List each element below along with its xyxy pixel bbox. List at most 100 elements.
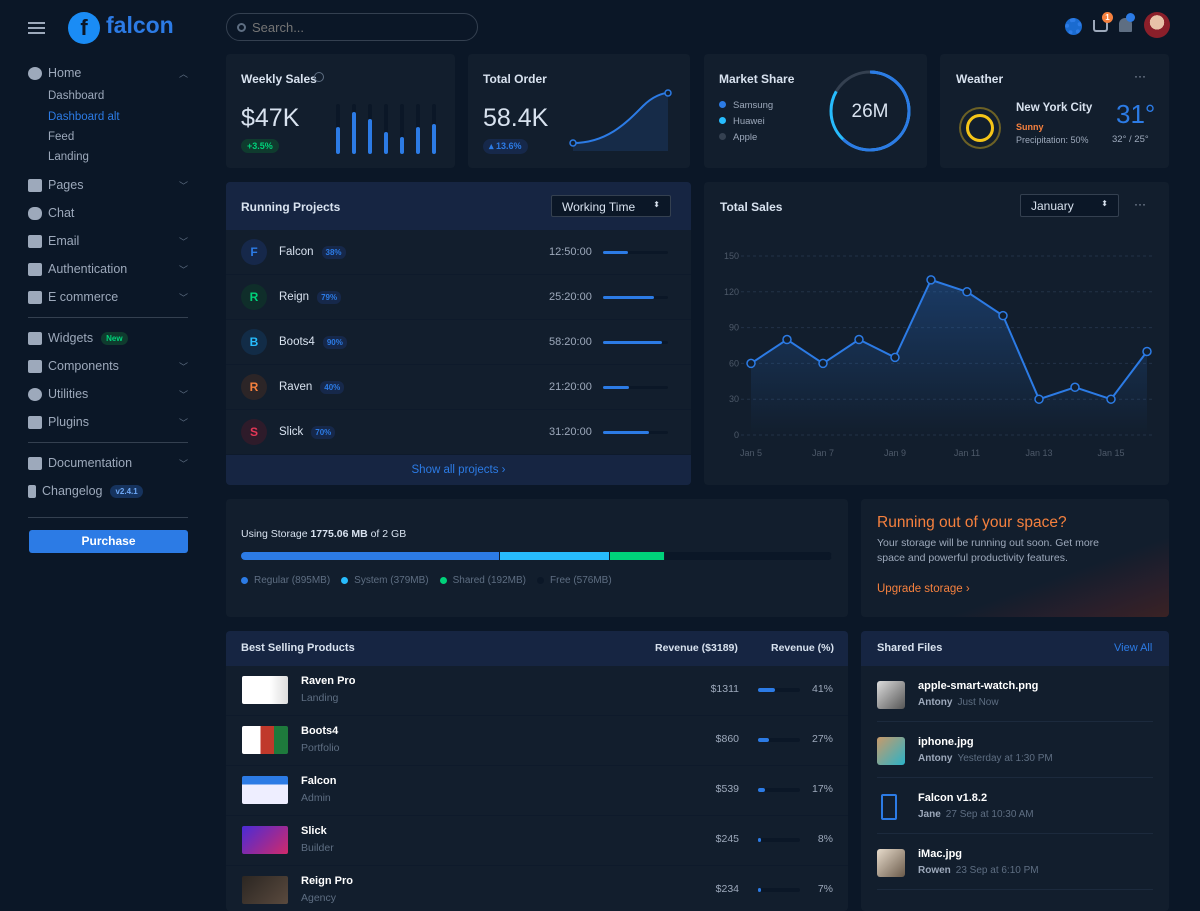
sales-data-point[interactable]: [746, 358, 756, 369]
project-name[interactable]: Slick: [279, 426, 304, 438]
file-name[interactable]: iphone.jpg: [918, 736, 974, 748]
file-row[interactable]: iphone.jpg Antony Yesterday at 1:30 PM: [877, 722, 1153, 778]
project-name[interactable]: Reign: [279, 291, 310, 303]
product-row[interactable]: Reign Pro Agency $234 7%: [226, 866, 848, 911]
storage-text: Using Storage: [241, 528, 308, 540]
project-time: 31:20:00: [549, 426, 592, 438]
sidebar-sub-dashboard-alt[interactable]: Dashboard alt: [48, 111, 120, 123]
sales-data-point[interactable]: [1070, 382, 1080, 393]
project-row[interactable]: R Raven 40% 21:20:00: [226, 365, 691, 410]
column-header-revenue[interactable]: Revenue ($3189): [655, 642, 738, 654]
brand-name[interactable]: falcon: [106, 12, 174, 38]
total-sales-card: Total Sales January ⬍ ··· 0 30 60 90 120 150 Ja…: [704, 182, 1169, 485]
gear-icon[interactable]: [1065, 18, 1082, 35]
running-projects-card: Running Projects Working Time ⬍ F Falcon 38…: [226, 182, 691, 485]
file-user: Antony: [918, 753, 953, 764]
menu-toggle-icon[interactable]: [28, 22, 45, 34]
file-row[interactable]: apple-smart-watch.png Antony Just Now: [877, 666, 1153, 722]
product-name[interactable]: Slick: [301, 825, 327, 837]
project-row[interactable]: S Slick 70% 31:20:00: [226, 410, 691, 455]
file-name[interactable]: Falcon v1.8.2: [918, 792, 988, 804]
sidebar-item-changelog[interactable]: Changelog v2.4.1: [28, 480, 188, 502]
revenue-bar-fill: [758, 738, 770, 742]
sidebar-item-utilities[interactable]: Utilities ﹀: [28, 383, 188, 405]
sales-data-point[interactable]: [1142, 346, 1152, 357]
upgrade-storage-link[interactable]: Upgrade storage ›: [877, 583, 970, 595]
project-row[interactable]: F Falcon 38% 12:50:00: [226, 230, 691, 275]
product-row[interactable]: Falcon Admin $539 17%: [226, 766, 848, 816]
sales-data-point[interactable]: [962, 287, 972, 297]
project-row[interactable]: R Reign 79% 25:20:00: [226, 275, 691, 320]
product-name[interactable]: Boots4: [301, 725, 339, 737]
product-name[interactable]: Raven Pro: [301, 675, 356, 687]
sales-data-point[interactable]: [854, 334, 864, 345]
start-point: [569, 139, 577, 147]
month-select[interactable]: January ⬍: [1020, 194, 1119, 217]
legend-label: Shared (192MB): [452, 575, 526, 586]
cart-icon[interactable]: [1093, 20, 1108, 32]
envelope-icon: [28, 234, 42, 248]
user-avatar[interactable]: [1144, 12, 1170, 38]
sales-data-point[interactable]: [998, 310, 1008, 321]
weather-condition: Sunny: [1016, 122, 1044, 132]
sidebar-item-documentation[interactable]: Documentation ﹀: [28, 452, 188, 474]
sales-data-point[interactable]: [818, 358, 828, 369]
column-header-revenue-pct[interactable]: Revenue (%): [771, 642, 835, 654]
product-name[interactable]: Falcon: [301, 775, 337, 787]
sidebar-item-email[interactable]: Email ﹀: [28, 230, 188, 252]
file-name[interactable]: iMac.jpg: [918, 848, 963, 860]
product-name[interactable]: Reign Pro: [301, 875, 353, 887]
sales-data-point[interactable]: [1106, 394, 1116, 404]
project-name[interactable]: Falcon: [279, 246, 314, 258]
project-name[interactable]: Boots4: [279, 336, 315, 348]
file-row[interactable]: Falcon v1.8.2 Jane 27 Sep at 10:30 AM: [877, 778, 1153, 834]
sidebar-item-plugins[interactable]: Plugins ﹀: [28, 411, 188, 433]
file-row[interactable]: iMac.jpg Rowen 23 Sep at 6:10 PM: [877, 834, 1153, 890]
sidebar-item-pages[interactable]: Pages ﹀: [28, 174, 188, 196]
sales-data-point[interactable]: [926, 275, 936, 285]
project-avatar: R: [241, 284, 267, 310]
file-name[interactable]: apple-smart-watch.png: [918, 680, 1039, 692]
weekly-bar: [400, 136, 404, 154]
storage-label: Using Storage 1775.06 MB of 2 GB: [241, 528, 406, 540]
sidebar-sub-dashboard[interactable]: Dashboard: [48, 90, 105, 102]
sidebar-item-label: Widgets: [48, 331, 94, 345]
weekly-bar-track: [336, 104, 340, 154]
project-progress-bar: [603, 385, 668, 389]
sidebar-item-authentication[interactable]: Authentication ﹀: [28, 258, 188, 280]
sidebar-item-components[interactable]: Components ﹀: [28, 355, 188, 377]
show-all-projects-link[interactable]: Show all projects ›: [226, 455, 691, 485]
sidebar-sub-landing[interactable]: Landing: [48, 151, 89, 163]
sidebar-sub-feed[interactable]: Feed: [48, 131, 75, 143]
sales-data-point[interactable]: [782, 334, 792, 345]
weekly-bar-track: [416, 104, 420, 154]
sales-data-point[interactable]: [890, 352, 900, 363]
cart-count-badge: 1: [1102, 12, 1113, 23]
working-time-select[interactable]: Working Time ⬍: [551, 195, 671, 217]
sidebar-item-chat[interactable]: Chat: [28, 202, 188, 224]
product-row[interactable]: Raven Pro Landing $1311 41%: [226, 666, 848, 716]
purchase-button[interactable]: Purchase: [29, 530, 188, 553]
sidebar-item-ecommerce[interactable]: E commerce ﹀: [28, 286, 188, 308]
x-tick-label: Jan 11: [954, 448, 980, 458]
project-name[interactable]: Raven: [279, 381, 313, 393]
product-row[interactable]: Boots4 Portfolio $860 27%: [226, 716, 848, 766]
progress-fill: [603, 250, 628, 254]
project-row[interactable]: B Boots4 90% 58:20:00: [226, 320, 691, 365]
product-row[interactable]: Slick Builder $245 8%: [226, 816, 848, 866]
sidebar-item-home[interactable]: Home ︿: [28, 62, 188, 84]
more-options-icon[interactable]: ···: [1134, 197, 1146, 211]
info-icon[interactable]: [314, 72, 324, 82]
weekly-bar: [432, 124, 436, 154]
view-all-link[interactable]: View All: [1114, 642, 1153, 654]
sidebar-item-widgets[interactable]: Widgets New: [28, 327, 188, 349]
sidebar-divider: [28, 442, 188, 443]
weekly-sales-card: Weekly Sales $47K +3.5%: [226, 54, 455, 168]
legend-dot: [537, 577, 544, 584]
search-input[interactable]: [252, 17, 452, 37]
more-options-icon[interactable]: ···: [1134, 69, 1146, 83]
file-thumbnail: [877, 681, 905, 709]
search-box[interactable]: [226, 13, 478, 41]
sales-data-point[interactable]: [1034, 394, 1044, 404]
sidebar-item-label: Authentication: [48, 262, 128, 276]
